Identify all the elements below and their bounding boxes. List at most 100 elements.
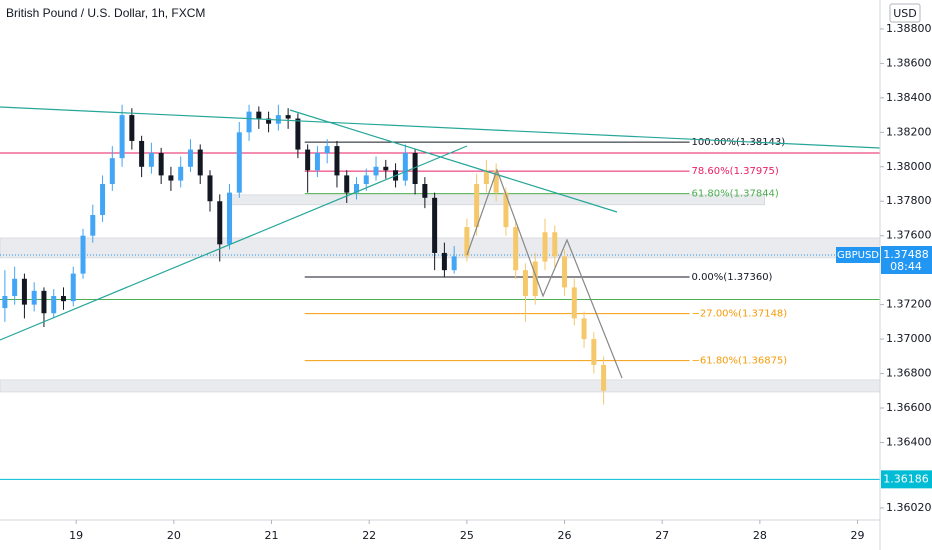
countdown: 08:44 <box>890 260 922 273</box>
candle-body <box>483 170 489 185</box>
x-tick-label: 27 <box>655 529 669 542</box>
candle-body <box>129 115 135 141</box>
x-tick-label: 25 <box>460 529 474 542</box>
candle-body <box>207 175 213 202</box>
trend-drawings <box>0 106 881 379</box>
candle-body <box>353 184 359 193</box>
zone <box>229 194 766 206</box>
candle-body <box>402 153 408 181</box>
y-tick-label: 1.36400 <box>886 435 932 448</box>
symbol-box <box>836 247 880 264</box>
candle-body <box>532 261 538 297</box>
candle-body <box>552 232 558 257</box>
candle-body <box>451 256 457 271</box>
candle-body <box>591 339 597 365</box>
candle-body <box>412 153 418 185</box>
y-tick-label: 1.38200 <box>886 125 932 138</box>
candle-body <box>158 153 164 176</box>
y-tick-label: 1.38000 <box>886 160 932 173</box>
candle-body <box>562 256 568 288</box>
candle-body <box>90 215 96 236</box>
candle-body <box>383 166 389 171</box>
y-tick-label: 1.37000 <box>886 332 932 345</box>
candle-body <box>148 153 154 167</box>
x-tick-label: 19 <box>69 529 83 542</box>
candle-body <box>334 146 340 176</box>
candle-body <box>571 287 577 319</box>
last-price-box <box>881 246 932 275</box>
candle-body <box>441 252 447 271</box>
candle-body <box>373 166 379 176</box>
candle-body <box>542 232 548 262</box>
candle-body <box>178 166 184 181</box>
fib-label: 0.00%(1.37360) <box>692 272 773 283</box>
candle-body <box>168 175 174 181</box>
plot-area: 100.00%(1.38143) 78.60%(1.37975) 61.80%(1.… <box>0 104 881 480</box>
x-tick-label: 26 <box>558 529 572 542</box>
candle-body <box>295 118 301 150</box>
candle-body <box>41 290 47 314</box>
y-tick-label: 1.36600 <box>886 401 932 414</box>
candle-body <box>324 146 330 154</box>
candle-body <box>344 175 350 193</box>
candle-body <box>422 184 428 198</box>
candle-body <box>493 170 499 193</box>
fib-label: 100.00%(1.38143) <box>692 137 786 148</box>
y-tick-label: 1.37800 <box>886 194 932 207</box>
candle-body <box>474 184 480 228</box>
candle-body <box>363 175 369 185</box>
fib-label: −61.80%(1.36875) <box>692 356 788 367</box>
fib-label: 61.80%(1.37844) <box>692 189 779 200</box>
candle-body <box>503 192 509 228</box>
y-tick-label: 1.37600 <box>886 229 932 242</box>
x-tick-label: 28 <box>753 529 767 542</box>
candle-body <box>70 273 76 302</box>
candle-body <box>256 111 262 119</box>
candle-body <box>217 201 223 245</box>
candle-body <box>513 227 519 271</box>
price-label-box <box>881 470 932 489</box>
y-tick-label: 1.36020 <box>886 501 932 514</box>
candle-body <box>314 153 320 171</box>
zone <box>0 379 881 393</box>
currency: USD <box>893 7 917 20</box>
candle-body <box>581 318 587 340</box>
candle-body <box>2 296 8 309</box>
x-tick-label: 29 <box>851 529 865 542</box>
x-tick-label: 22 <box>362 529 376 542</box>
candle-body <box>432 197 438 253</box>
candle-body <box>80 235 86 274</box>
candle-body <box>285 115 291 119</box>
fib-label: 78.60%(1.37975) <box>692 166 779 177</box>
candle-body <box>246 111 252 133</box>
candle-body <box>227 192 233 245</box>
y-tick-label: 1.37200 <box>886 298 932 311</box>
y-tick-label: 1.38400 <box>886 91 932 104</box>
candle-body <box>21 278 27 305</box>
candle-body <box>305 149 311 171</box>
trend-line <box>289 109 618 213</box>
y-tick-label: 1.36800 <box>886 367 932 380</box>
chart-title: British Pound / U.S. Dollar, 1h, FXCM <box>6 6 205 20</box>
currency-box[interactable] <box>889 3 921 23</box>
pattern-line <box>466 168 623 379</box>
trend-line <box>0 106 881 149</box>
y-tick-label: 1.38800 <box>886 22 932 35</box>
candle-body <box>601 364 607 391</box>
candle-body <box>100 184 106 216</box>
price-label: 1.36186 <box>883 472 929 485</box>
x-tick-label: 21 <box>265 529 279 542</box>
candle-body <box>464 227 470 257</box>
candle-body <box>109 158 115 185</box>
fib-label: −27.00%(1.37148) <box>692 309 788 320</box>
candle-body <box>51 296 57 314</box>
candle-body <box>119 115 125 159</box>
candle-body <box>31 290 37 305</box>
candle-body <box>139 140 145 167</box>
candle-body <box>187 149 193 167</box>
trend-line <box>0 145 468 341</box>
last-price-label: 1.37488 <box>883 248 929 261</box>
candle-body <box>266 118 272 124</box>
